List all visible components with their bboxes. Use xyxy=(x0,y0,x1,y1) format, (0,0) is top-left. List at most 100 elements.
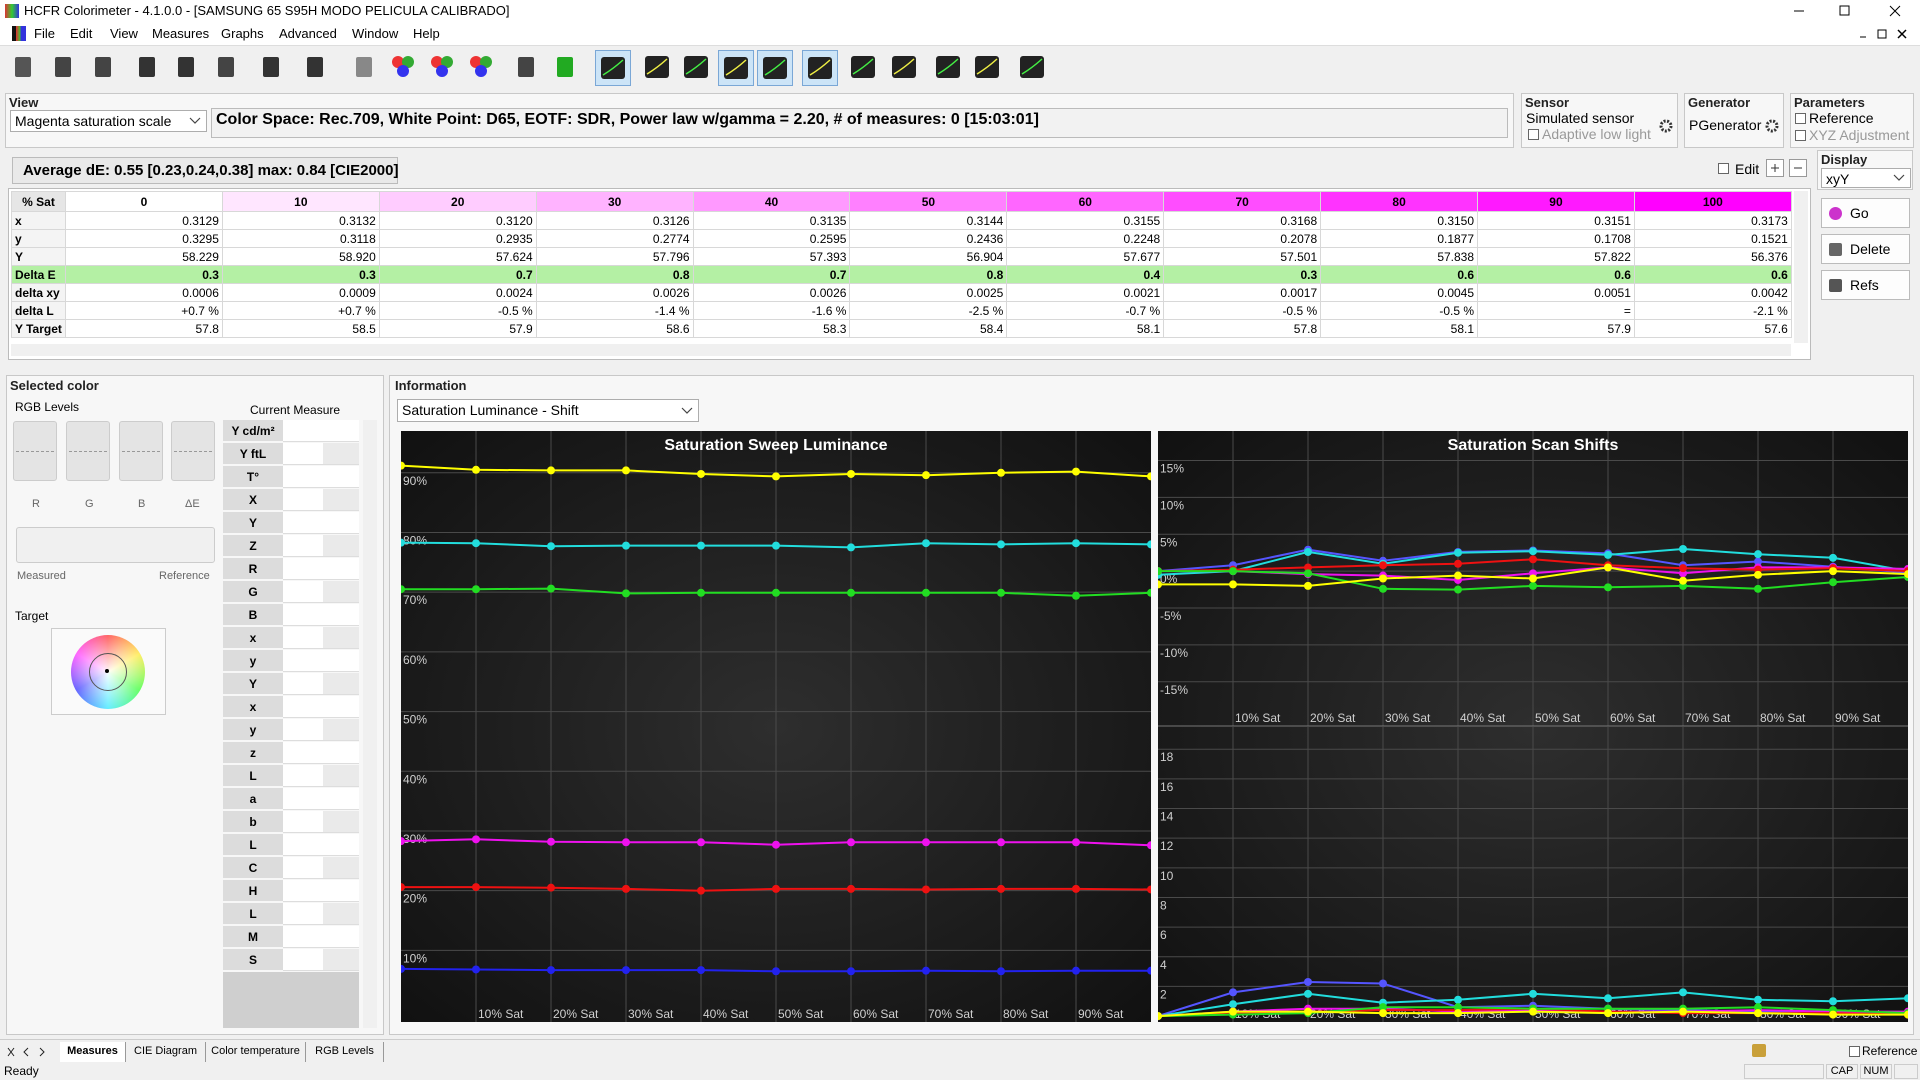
header-cell[interactable]: 80 xyxy=(1320,191,1479,212)
table-cell[interactable]: 0.3 xyxy=(1163,265,1322,284)
table-cell[interactable]: 58.5 xyxy=(221,319,380,338)
table-cell[interactable]: 0.3151 xyxy=(1477,211,1635,230)
toolbar-button[interactable] xyxy=(130,50,166,86)
toolbar-button[interactable] xyxy=(595,50,631,86)
checkbox[interactable] xyxy=(1528,129,1539,140)
table-cell[interactable]: 58.4 xyxy=(849,319,1008,338)
row-label[interactable]: y xyxy=(11,229,66,248)
table-cell[interactable]: 0.3 xyxy=(221,265,380,284)
checkbox[interactable] xyxy=(1849,1046,1860,1057)
table-cell[interactable]: 0.0025 xyxy=(849,283,1008,302)
table-cell[interactable]: 0.3126 xyxy=(535,211,694,230)
table-cell[interactable]: 0.0026 xyxy=(535,283,694,302)
header-cell[interactable]: 10 xyxy=(221,191,380,212)
toolbar-button[interactable] xyxy=(846,50,882,86)
table-cell[interactable]: 0.1521 xyxy=(1633,229,1792,248)
table-cell[interactable]: 58.1 xyxy=(1006,319,1165,338)
table-cell[interactable]: 0.0017 xyxy=(1163,283,1322,302)
table-cell[interactable]: +0.7 % xyxy=(221,301,380,320)
toolbar-button[interactable] xyxy=(386,50,422,86)
table-cell[interactable]: 56.376 xyxy=(1633,247,1792,266)
table-cell[interactable]: -0.5 % xyxy=(378,301,537,320)
toolbar-button[interactable] xyxy=(347,50,383,86)
table-cell[interactable]: 58.6 xyxy=(535,319,694,338)
menu-item[interactable]: Graphs xyxy=(221,26,264,41)
action-button[interactable]: Delete xyxy=(1821,234,1910,264)
table-cell[interactable]: -2.5 % xyxy=(849,301,1008,320)
tab[interactable]: RGB Levels xyxy=(306,1042,384,1062)
table-cell[interactable]: 57.6 xyxy=(1633,319,1792,338)
toolbar-button[interactable] xyxy=(757,50,793,86)
row-label[interactable]: Y xyxy=(11,247,66,266)
edit-button[interactable] xyxy=(1789,159,1807,177)
menu-item[interactable]: File xyxy=(34,26,55,41)
table-cell[interactable]: 57.796 xyxy=(535,247,694,266)
table-cell[interactable]: -1.6 % xyxy=(692,301,851,320)
table-cell[interactable]: 57.624 xyxy=(378,247,537,266)
table-cell[interactable]: 57.8 xyxy=(65,319,223,338)
table-cell[interactable]: 58.920 xyxy=(221,247,380,266)
table-cell[interactable]: 0.7 xyxy=(692,265,851,284)
toolbar-button[interactable] xyxy=(548,50,584,86)
header-cell[interactable]: 100 xyxy=(1633,191,1792,212)
table-cell[interactable]: 0.6 xyxy=(1320,265,1479,284)
header-cell[interactable]: 70 xyxy=(1163,191,1322,212)
menu-item[interactable]: Help xyxy=(413,26,440,41)
display-combo[interactable]: xyY xyxy=(1821,168,1911,188)
table-cell[interactable]: -0.5 % xyxy=(1320,301,1479,320)
scale-combo[interactable]: Magenta saturation scale xyxy=(10,110,207,132)
table-cell[interactable]: 0.3168 xyxy=(1163,211,1322,230)
header-cell[interactable]: 20 xyxy=(378,191,537,212)
table-cell[interactable]: 0.3129 xyxy=(65,211,223,230)
table-cell[interactable]: 57.838 xyxy=(1320,247,1479,266)
table-cell[interactable]: 0.4 xyxy=(1006,265,1165,284)
table-cell[interactable]: -2.1 % xyxy=(1633,301,1792,320)
toolbar-button[interactable] xyxy=(679,50,715,86)
table-cell[interactable]: 57.677 xyxy=(1006,247,1165,266)
table-cell[interactable]: 0.3150 xyxy=(1320,211,1479,230)
toolbar-button[interactable] xyxy=(887,50,923,86)
toolbar-button[interactable] xyxy=(1015,50,1051,86)
toolbar-button[interactable] xyxy=(298,50,334,86)
table-cell[interactable]: 0.1708 xyxy=(1477,229,1635,248)
table-cell[interactable]: 58.229 xyxy=(65,247,223,266)
toolbar-button[interactable] xyxy=(802,50,838,86)
table-cell[interactable]: -0.5 % xyxy=(1163,301,1322,320)
action-button[interactable]: Refs xyxy=(1821,270,1910,300)
toolbar-button[interactable] xyxy=(718,50,754,86)
table-cell[interactable]: -0.7 % xyxy=(1006,301,1165,320)
header-cell[interactable]: 90 xyxy=(1477,191,1635,212)
table-cell[interactable]: 0.0045 xyxy=(1320,283,1479,302)
table-cell[interactable]: 0.2248 xyxy=(1006,229,1165,248)
table-cell[interactable]: 0.0009 xyxy=(221,283,380,302)
table-cell[interactable]: 0.3118 xyxy=(221,229,380,248)
header-cell[interactable]: 40 xyxy=(692,191,851,212)
table-cell[interactable]: 0.0042 xyxy=(1633,283,1792,302)
table-cell[interactable]: 0.3144 xyxy=(849,211,1008,230)
checkbox[interactable] xyxy=(1795,130,1806,141)
table-cell[interactable]: 56.904 xyxy=(849,247,1008,266)
table-cell[interactable]: 0.8 xyxy=(849,265,1008,284)
table-cell[interactable]: 57.9 xyxy=(378,319,537,338)
table-cell[interactable]: 57.9 xyxy=(1477,319,1635,338)
table-cell[interactable]: 0.3173 xyxy=(1633,211,1792,230)
checkbox[interactable] xyxy=(1718,163,1729,174)
menu-item[interactable]: Edit xyxy=(70,26,93,41)
table-cell[interactable]: -1.4 % xyxy=(535,301,694,320)
table-cell[interactable]: 0.2595 xyxy=(692,229,851,248)
table-cell[interactable]: 0.2436 xyxy=(849,229,1008,248)
menu-item[interactable]: Measures xyxy=(152,26,210,41)
action-button[interactable]: Go xyxy=(1821,198,1910,228)
row-label[interactable]: Y Target xyxy=(11,319,66,338)
toolbar-button[interactable] xyxy=(209,50,245,86)
table-cell[interactable]: 57.393 xyxy=(692,247,851,266)
toolbar-button[interactable] xyxy=(931,50,967,86)
header-cell[interactable]: 50 xyxy=(849,191,1008,212)
menu-item[interactable]: Window xyxy=(352,26,399,41)
header-cell[interactable]: % Sat xyxy=(11,191,66,212)
table-cell[interactable]: 0.3 xyxy=(65,265,223,284)
table-cell[interactable]: 57.501 xyxy=(1163,247,1322,266)
toolbar-button[interactable] xyxy=(970,50,1006,86)
table-cell[interactable]: 0.0021 xyxy=(1006,283,1165,302)
settings-button[interactable] xyxy=(1765,119,1779,133)
